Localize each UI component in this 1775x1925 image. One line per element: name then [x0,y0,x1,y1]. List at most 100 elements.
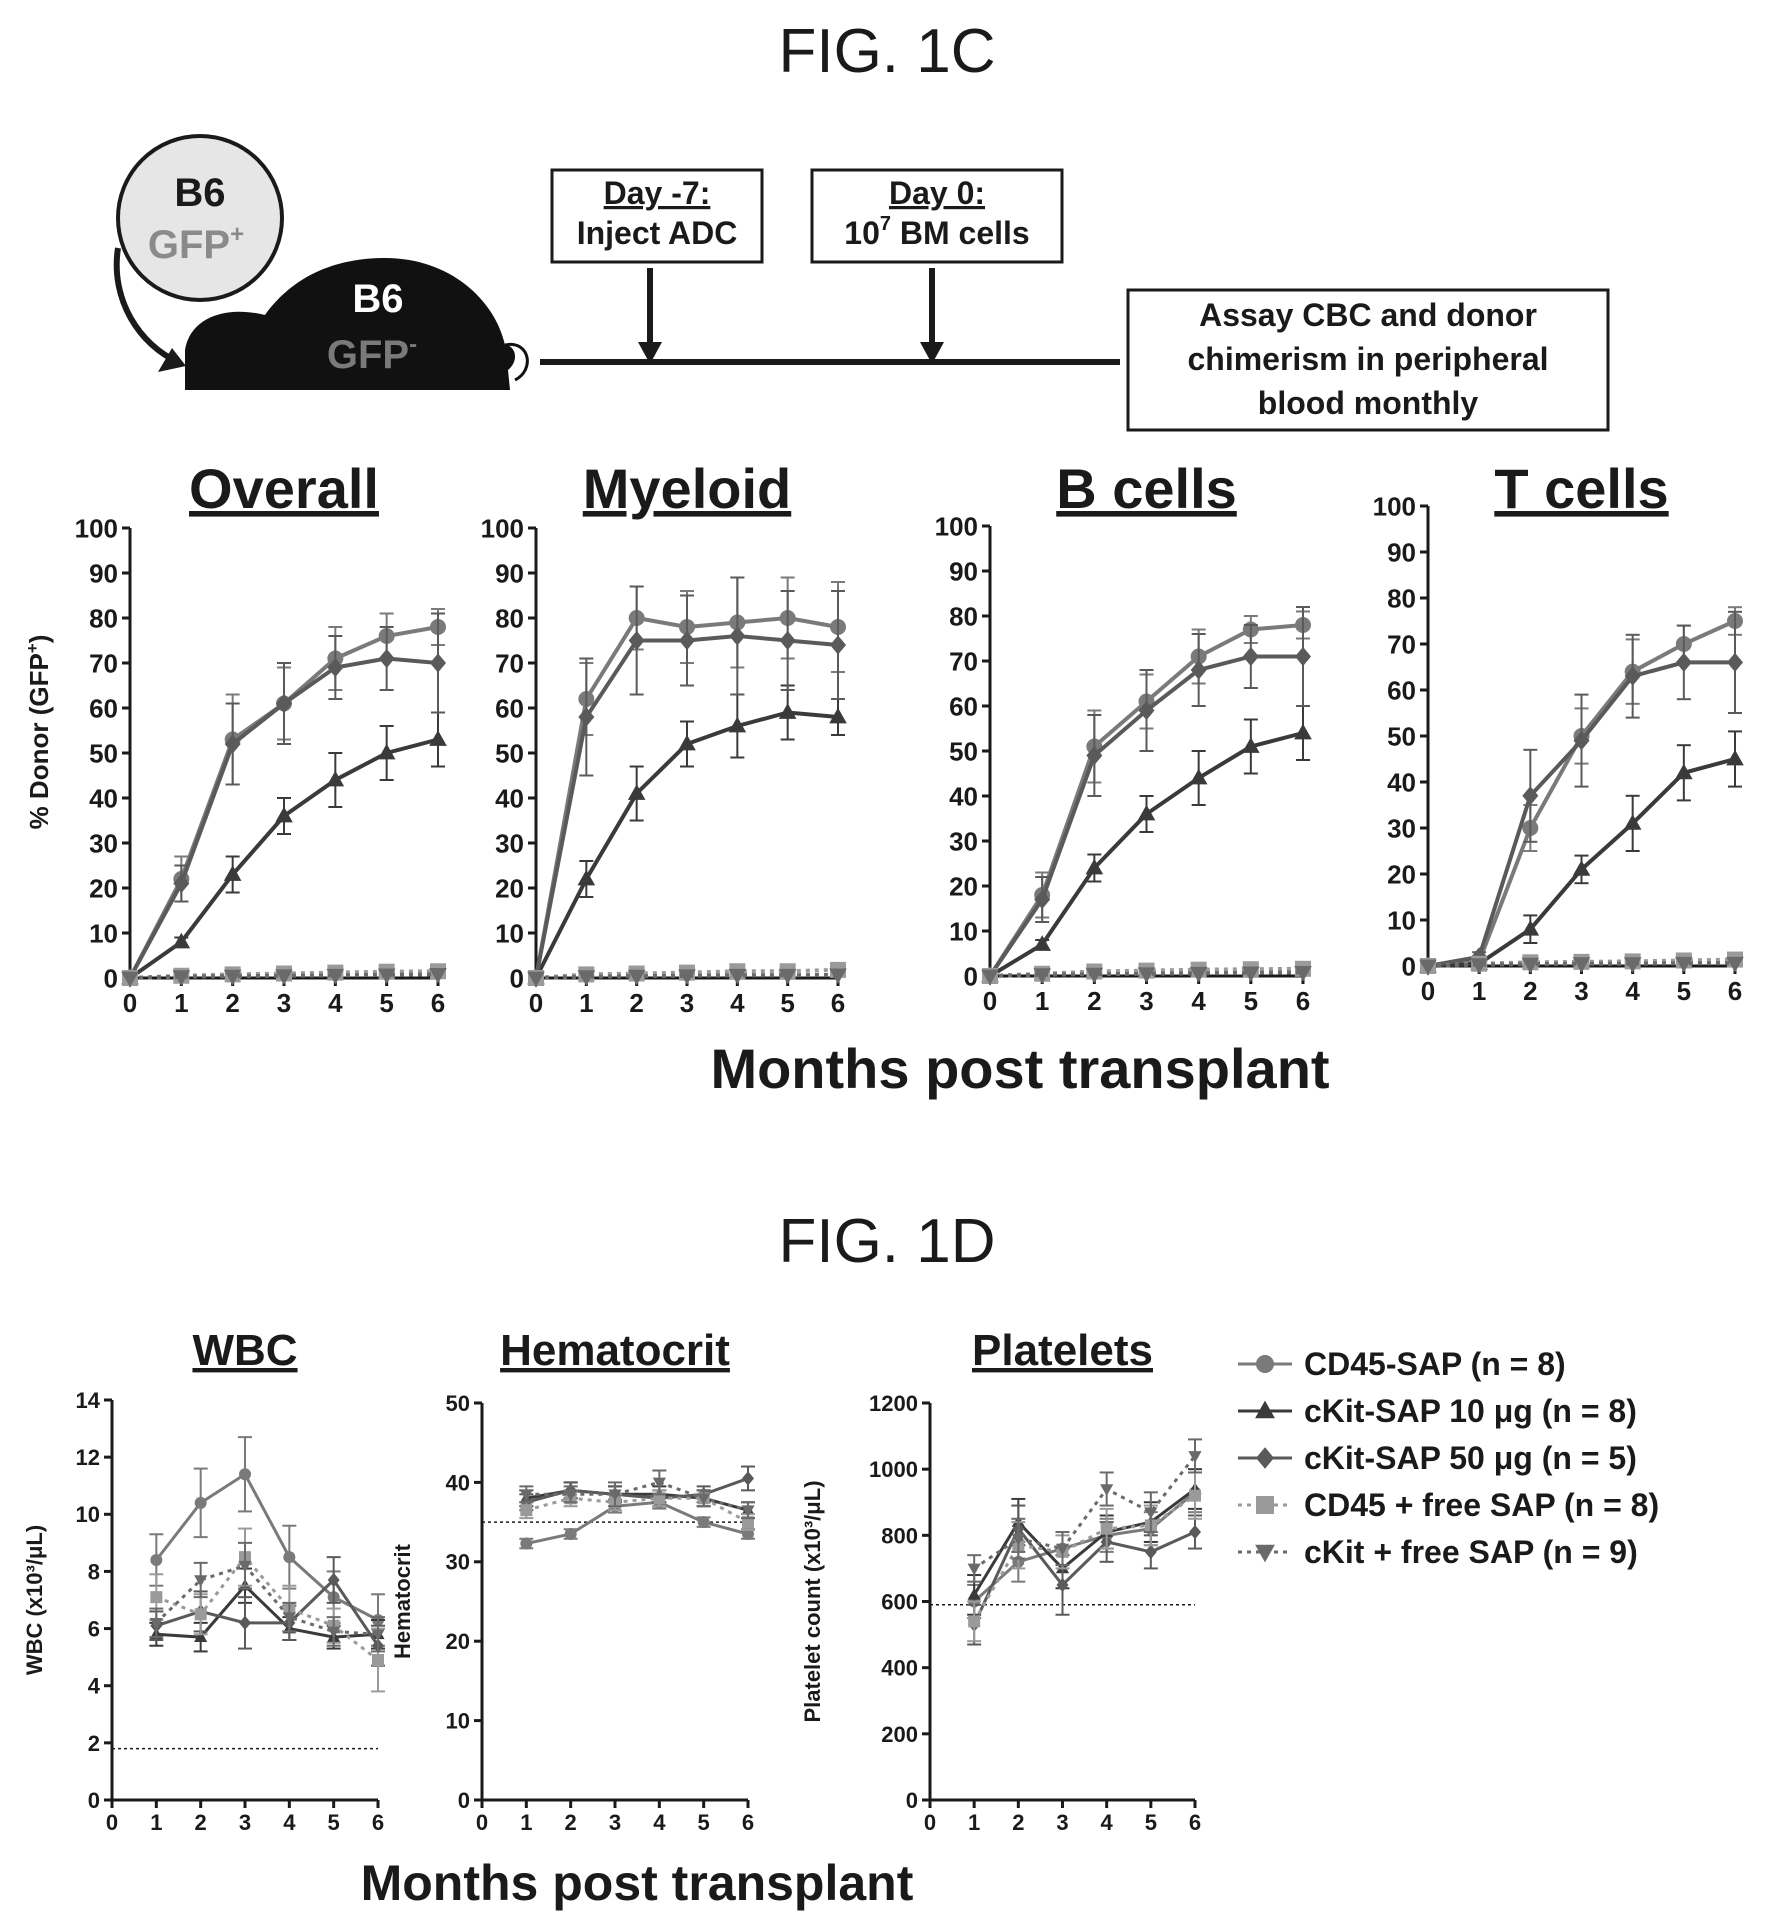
x-tick-label: 5 [328,1810,340,1835]
x-tick-label: 0 [1421,976,1435,1006]
x-tick-label: 5 [1677,976,1691,1006]
x-tick-label: 1 [520,1810,532,1835]
y-tick-label: 80 [949,601,978,631]
y-tick-label: 0 [1402,951,1416,981]
series-3 [528,576,846,988]
chart-overall: Overall 0 10 20 30 40 50 60 70 80 90 100 0 1 2 3 4 5 6 [75,457,447,1018]
y-tick-label: 20 [949,871,978,901]
data-point [968,1615,981,1628]
y-tick-label: 0 [88,1788,100,1813]
x-tick-label: 5 [780,988,794,1018]
y-tick-label: 600 [881,1589,918,1614]
legend-item: CD45-SAP (n = 8) [1238,1346,1566,1382]
y-tick-label: 10 [446,1709,470,1734]
y-tick-label: 2 [88,1731,100,1756]
y-axis-label: WBC (x10³/μL) [22,1525,47,1675]
x-tick-label: 2 [629,988,643,1018]
legend-marker [1256,1496,1274,1514]
series-4 [149,1527,385,1693]
series-line [156,1583,379,1639]
series-5 [981,966,1312,986]
data-point [150,1554,163,1566]
y-tick-label: 40 [949,781,978,811]
series-4 [967,1471,1202,1643]
x-tick-label: 0 [529,988,543,1018]
day-minus7-arrowhead-icon [638,342,662,364]
data-point [778,703,797,719]
x-tick-label: 4 [1101,1810,1114,1835]
series-3 [149,1556,385,1667]
data-point [1624,666,1641,686]
series-line [534,633,839,979]
y-tick-label: 80 [1387,583,1416,613]
x-tick-label: 6 [1189,1810,1201,1835]
y-tick-label: 1200 [869,1391,918,1416]
legend-item: cKit-SAP 10 μg (n = 8) [1238,1393,1637,1429]
data-point [430,653,446,673]
data-point [239,1615,251,1631]
data-point [371,1629,385,1642]
data-point [1189,966,1208,983]
x-tick-label: 3 [277,988,291,1018]
x-tick-label: 6 [372,1810,384,1835]
x-tick-label: 4 [730,988,745,1018]
x-tick-label: 1 [579,988,593,1018]
inject-adc-label: Inject ADC [577,215,738,251]
data-point [1190,660,1207,680]
y-tick-label: 20 [495,873,524,903]
y-tick-label: 60 [1387,675,1416,705]
data-point [1034,889,1051,910]
x-tick-label: 5 [1244,986,1258,1016]
data-point [829,968,847,985]
x-tick-label: 1 [968,1810,980,1835]
data-point [627,969,646,986]
y-tick-label: 800 [881,1523,918,1548]
data-point [173,873,190,894]
chart-title: Platelets [972,1326,1153,1375]
data-point [378,648,395,669]
data-point [275,969,293,985]
y-tick-label: 100 [481,513,524,543]
chart-title: WBC [192,1326,297,1375]
y-tick-label: 30 [949,826,978,856]
data-point [150,1591,163,1604]
data-point [830,635,846,655]
data-point [1189,768,1208,785]
data-point [172,932,191,949]
data-point [608,1489,622,1502]
y-axis-label: Hematocrit [390,1543,415,1659]
x-tick-label: 4 [283,1810,296,1835]
y-tick-label: 70 [89,648,118,678]
data-point [377,968,396,985]
x-tick-label: 6 [1728,976,1742,1006]
y-tick-label: 30 [495,828,524,858]
y-tick-label: 14 [76,1388,101,1413]
data-point [1100,1522,1113,1535]
data-point [1055,1543,1070,1556]
x-tick-label: 5 [1145,1810,1157,1835]
fig1c-title: FIG. 1C [778,17,995,86]
x-tick-label: 5 [698,1810,710,1835]
y-tick-label: 400 [881,1656,918,1681]
data-point [652,1477,666,1490]
day-minus7-box [550,168,764,264]
legend-marker [1255,1400,1275,1419]
x-tick-label: 3 [1574,976,1588,1006]
data-point [697,1493,711,1506]
y-tick-label: 10 [89,918,118,948]
series-2 [981,705,1312,983]
x-tick-label: 0 [983,986,997,1016]
data-point [1242,737,1260,753]
data-point [742,1471,754,1486]
legend-label: CD45-SAP (n = 8) [1304,1346,1566,1382]
donor-mouse-icon [116,134,284,302]
legend: CD45-SAP (n = 8) cKit-SAP 10 μg (n = 8) cK… [1238,1346,1659,1570]
data-point [967,1563,981,1576]
series-5 [149,1541,385,1653]
y-tick-label: 80 [495,603,524,633]
data-point [519,1489,533,1502]
day0-box [810,168,1064,264]
chart-b-cells: B cells 0 10 20 30 40 50 60 70 80 90 100 0 1 2 3 4 5 6 [935,457,1312,1016]
data-point [239,1468,251,1481]
data-point [194,1575,208,1587]
